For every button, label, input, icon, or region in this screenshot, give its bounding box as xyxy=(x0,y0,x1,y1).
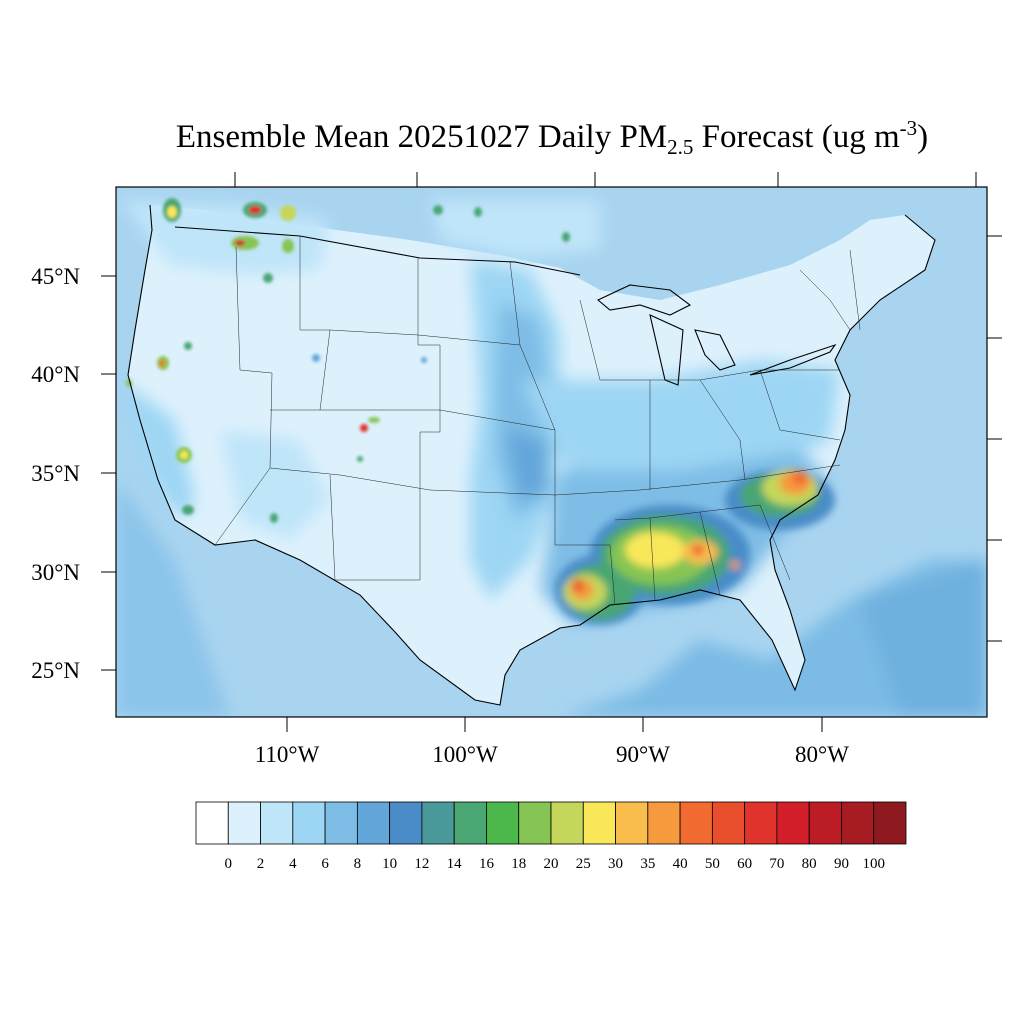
colorbar-labels: 0 2 4 6 8 10 12 14 16 18 20 25 30 35 40 50 60 70 80 90 100 xyxy=(225,856,885,872)
colorbar-tick-label: 80 xyxy=(802,856,817,872)
colorbar-box xyxy=(711,801,746,845)
colorbar-box xyxy=(582,801,616,845)
pm-field-west-hotspots xyxy=(126,198,570,523)
pm-field-blue xyxy=(120,200,840,625)
colorbar-tick-label: 2 xyxy=(257,856,265,872)
figure-title: Ensemble Mean 20251027 Daily PM2.5 Forec… xyxy=(176,116,928,159)
colorbar xyxy=(195,801,907,845)
colorbar-tick-label: 70 xyxy=(769,856,784,872)
offshore-bands xyxy=(116,480,987,717)
colorbar-tick-label: 20 xyxy=(544,856,559,872)
colorbar-box xyxy=(873,801,907,845)
colorbar-tick-label: 40 xyxy=(673,856,688,872)
colorbar-tick-label: 12 xyxy=(414,856,429,872)
colorbar-tick-label: 25 xyxy=(576,856,591,872)
colorbar-tick-label: 8 xyxy=(354,856,362,872)
colorbar-tick-label: 90 xyxy=(834,856,849,872)
lon-label: 100°W xyxy=(432,742,498,767)
colorbar-tick-label: 100 xyxy=(862,856,885,872)
map-frame xyxy=(115,186,988,718)
colorbar-tick-label: 18 xyxy=(511,856,526,872)
map-panel xyxy=(116,187,987,717)
colorbar-box xyxy=(615,801,649,845)
colorbar-box xyxy=(453,801,487,845)
lat-label: 25°N xyxy=(31,658,80,683)
colorbar-tick-label: 16 xyxy=(479,856,495,872)
colorbar-box xyxy=(227,801,261,845)
state-lines xyxy=(214,236,861,606)
boundaries xyxy=(127,204,936,706)
colorbar-tick-label: 0 xyxy=(225,856,233,872)
colorbar-box xyxy=(195,801,229,845)
colorbar-box xyxy=(389,801,423,845)
colorbar-tick-label: 50 xyxy=(705,856,720,872)
colorbar-tick-label: 10 xyxy=(382,856,397,872)
colorbar-box xyxy=(260,801,294,845)
lat-label: 30°N xyxy=(31,560,80,585)
longitude-labels: 110°W 100°W 90°W 80°W xyxy=(255,742,850,767)
lat-label: 40°N xyxy=(31,362,80,387)
colorbar-tick-label: 35 xyxy=(640,856,655,872)
lat-label: 35°N xyxy=(31,461,80,486)
colorbar-box xyxy=(421,801,455,845)
colorbar-tick-label: 30 xyxy=(608,856,623,872)
colorbar-box xyxy=(324,801,358,845)
lon-label: 90°W xyxy=(616,742,670,767)
lon-label: 110°W xyxy=(255,742,320,767)
colorbar-box xyxy=(776,801,810,845)
colorbar-box xyxy=(356,801,391,845)
colorbar-box xyxy=(486,801,520,845)
lon-label: 80°W xyxy=(795,742,849,767)
lat-label: 45°N xyxy=(31,264,80,289)
colorbar-tick-label: 14 xyxy=(447,856,463,872)
pm-field-southeast xyxy=(555,470,835,625)
colorbar-box xyxy=(292,801,326,845)
colorbar-box xyxy=(808,801,842,845)
colorbar-tick-label: 6 xyxy=(321,856,329,872)
colorbar-box xyxy=(647,801,681,845)
colorbar-box xyxy=(518,801,552,845)
colorbar-tick-label: 60 xyxy=(737,856,752,872)
colorbar-box xyxy=(744,801,778,845)
colorbar-box xyxy=(679,801,713,845)
frame-ticks xyxy=(101,172,1002,732)
colorbar-tick-label: 4 xyxy=(289,856,297,872)
colorbar-box xyxy=(550,801,584,845)
latitude-labels: 45°N 40°N 35°N 30°N 25°N xyxy=(31,264,80,683)
colorbar-box xyxy=(841,801,875,845)
